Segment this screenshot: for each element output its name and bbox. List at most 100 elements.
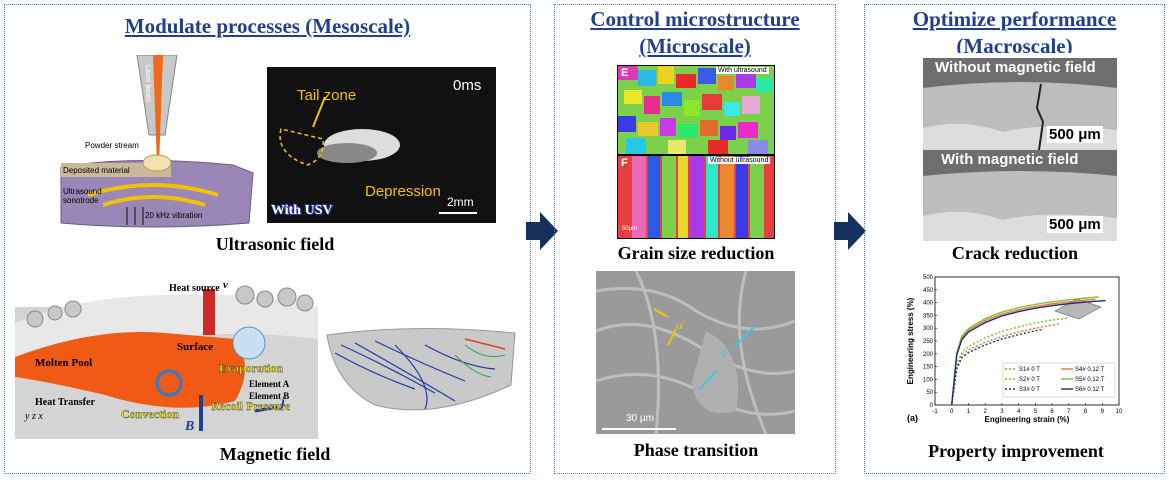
- heat-source-label: Heat source: [169, 283, 220, 294]
- flow-arrow-2: [834, 212, 866, 250]
- streamline-svg: [326, 327, 516, 411]
- velocity-label: v: [223, 279, 228, 291]
- legend-entry-2: S2# 0 T: [1019, 377, 1040, 383]
- series-line-5: [951, 296, 1099, 406]
- beta-label: β: [722, 347, 728, 359]
- panel-microscale: Control microstructure (Microscale) E: [554, 4, 836, 474]
- series-line-1: [951, 322, 1061, 406]
- panel-title-macroscale-2: (Macroscale): [956, 34, 1073, 53]
- phase-transition-caption: Phase transition: [633, 440, 759, 460]
- ebsd-with-ultrasound: E With ultrasound: [617, 65, 775, 155]
- y-tick-label: 450: [923, 288, 934, 294]
- y-tick-label: 50: [926, 390, 933, 396]
- current-label: j: [281, 395, 285, 410]
- element-b-label: Element B: [249, 391, 290, 401]
- usv-photo: 0ms Tail zone Depression 2mm With USV: [267, 67, 496, 223]
- vibration-label: 20 kHz vibration: [145, 211, 203, 220]
- usv-scale-label: 2mm: [447, 195, 474, 209]
- micrograph-without-field: Without magnetic field 500 μm: [923, 58, 1117, 150]
- stress-strain-chart: -1 0 1 2 3 4 5 6 7 8 9 1005010015020025030035040045…: [905, 271, 1127, 443]
- scale-bottom-label: 500 μm: [1047, 216, 1103, 233]
- legend-entry-4: S4# 0.12 T: [1075, 367, 1105, 373]
- x-tick-label: 5: [1034, 409, 1038, 415]
- y-tick-label: 500: [923, 275, 934, 281]
- ultrasonic-schematic: Laser beam Powder stream Deposited mater…: [33, 55, 265, 230]
- crack-reduction-caption: Crack reduction: [951, 243, 1079, 263]
- streamline-render: [315, 305, 528, 433]
- x-tick-label: 2: [984, 409, 988, 415]
- axes-label: y z x: [25, 411, 43, 422]
- usv-tag-label: With USV: [271, 203, 333, 218]
- surface-label: Surface: [177, 341, 214, 353]
- sem-svg: [596, 271, 795, 434]
- field-b-label: B: [185, 419, 195, 434]
- sem-scale-label: 30 μm: [626, 413, 654, 424]
- powder-stream-label: Powder stream: [85, 141, 139, 150]
- panel-title-macroscale-1: Optimize performance: [912, 7, 1117, 31]
- usv-time-label: 0ms: [453, 77, 482, 94]
- ebsd-f-scale: 50μm: [622, 226, 638, 232]
- ebsd-e-tag: With ultrasound: [716, 67, 769, 74]
- x-axis-label: Engineering strain (%): [985, 415, 1070, 424]
- panel-title-microscale-2: (Microscale): [639, 34, 751, 58]
- x-tick-label: 6: [1050, 409, 1054, 415]
- legend-entry-3: S3# 0 T: [1019, 387, 1040, 393]
- molten-pool-label: Molten Pool: [35, 357, 93, 369]
- x-tick-label: 3: [1000, 409, 1004, 415]
- panel-macroscale: Optimize performance (Macroscale) Withou…: [864, 4, 1165, 474]
- magnetic-caption: Magnetic field: [219, 444, 331, 464]
- ebsd-e-svg: [618, 66, 774, 154]
- x-tick-label: 4: [1017, 409, 1021, 415]
- x-tick-label: 1: [967, 409, 971, 415]
- y-tick-label: 350: [923, 313, 934, 319]
- ultrasonic-schematic-svg: [60, 55, 254, 228]
- x-tick-label: 8: [1084, 409, 1088, 415]
- element-a-label: Element A: [249, 379, 290, 389]
- grain-size-caption: Grain size reduction: [617, 243, 775, 263]
- evaporation-label: Evaporation: [219, 361, 284, 375]
- y-tick-label: 300: [923, 326, 934, 332]
- y-tick-label: 100: [923, 377, 934, 383]
- panel-title-mesoscale: Modulate processes (Mesoscale): [124, 14, 411, 38]
- ultrasonic-caption: Ultrasonic field: [215, 234, 335, 254]
- panel-label: (a): [907, 413, 918, 423]
- deposited-material-label: Deposited material: [63, 166, 130, 175]
- x-tick-label: 0: [950, 409, 954, 415]
- ebsd-without-ultrasound: F Without ultrasound 50μm: [617, 155, 775, 239]
- legend-entry-6: S6# 0.12 T: [1075, 387, 1105, 393]
- ebsd-e-letter: E: [621, 67, 629, 79]
- recoil-pressure-label: Recoil Pressure: [211, 399, 291, 413]
- y-axis-label: Engineering stress (%): [906, 297, 915, 384]
- series-line-6: [951, 299, 1106, 406]
- legend-entry-1: S1# 0 T: [1019, 367, 1040, 373]
- ebsd-f-svg: [618, 156, 774, 238]
- y-tick-label: 150: [923, 365, 934, 371]
- y-tick-label: 200: [923, 352, 934, 358]
- laser-beam-label: Laser beam: [144, 65, 151, 102]
- sem-image: α' β 30 μm: [596, 271, 795, 434]
- heat-transfer-label: Heat Transfer: [35, 397, 95, 408]
- panel-mesoscale: Modulate processes (Mesoscale) Laser bea…: [4, 4, 531, 474]
- y-tick-label: 0: [930, 403, 934, 409]
- x-tick-label: 7: [1067, 409, 1071, 415]
- ebsd-f-tag: Without ultrasound: [708, 157, 771, 164]
- alpha-label: α': [676, 317, 686, 332]
- series-line-3: [951, 328, 1044, 406]
- usv-depression-label: Depression: [365, 183, 441, 200]
- convection-label: Convection: [121, 407, 179, 421]
- x-tick-label: 9: [1101, 409, 1105, 415]
- x-tick-label: -1: [932, 409, 938, 415]
- panel-title-microscale-1: Control microstructure: [590, 7, 800, 31]
- usv-tail-label: Tail zone: [297, 87, 357, 104]
- usv-photo-svg: [279, 96, 477, 214]
- without-field-label: Without magnetic field: [935, 59, 1096, 76]
- sonotrode-label: Ultrasound sonotrode: [63, 187, 102, 205]
- molten-pool-svg: [15, 285, 318, 439]
- scale-top-label: 500 μm: [1047, 126, 1103, 143]
- property-caption: Property improvement: [928, 441, 1104, 461]
- molten-pool-schematic: Heat source v Molten Pool Surface Evapor…: [15, 277, 318, 439]
- flow-arrow-1: [526, 212, 558, 250]
- ebsd-f-letter: F: [621, 157, 628, 169]
- micrograph-with-field: With magnetic field 500 μm: [923, 150, 1117, 241]
